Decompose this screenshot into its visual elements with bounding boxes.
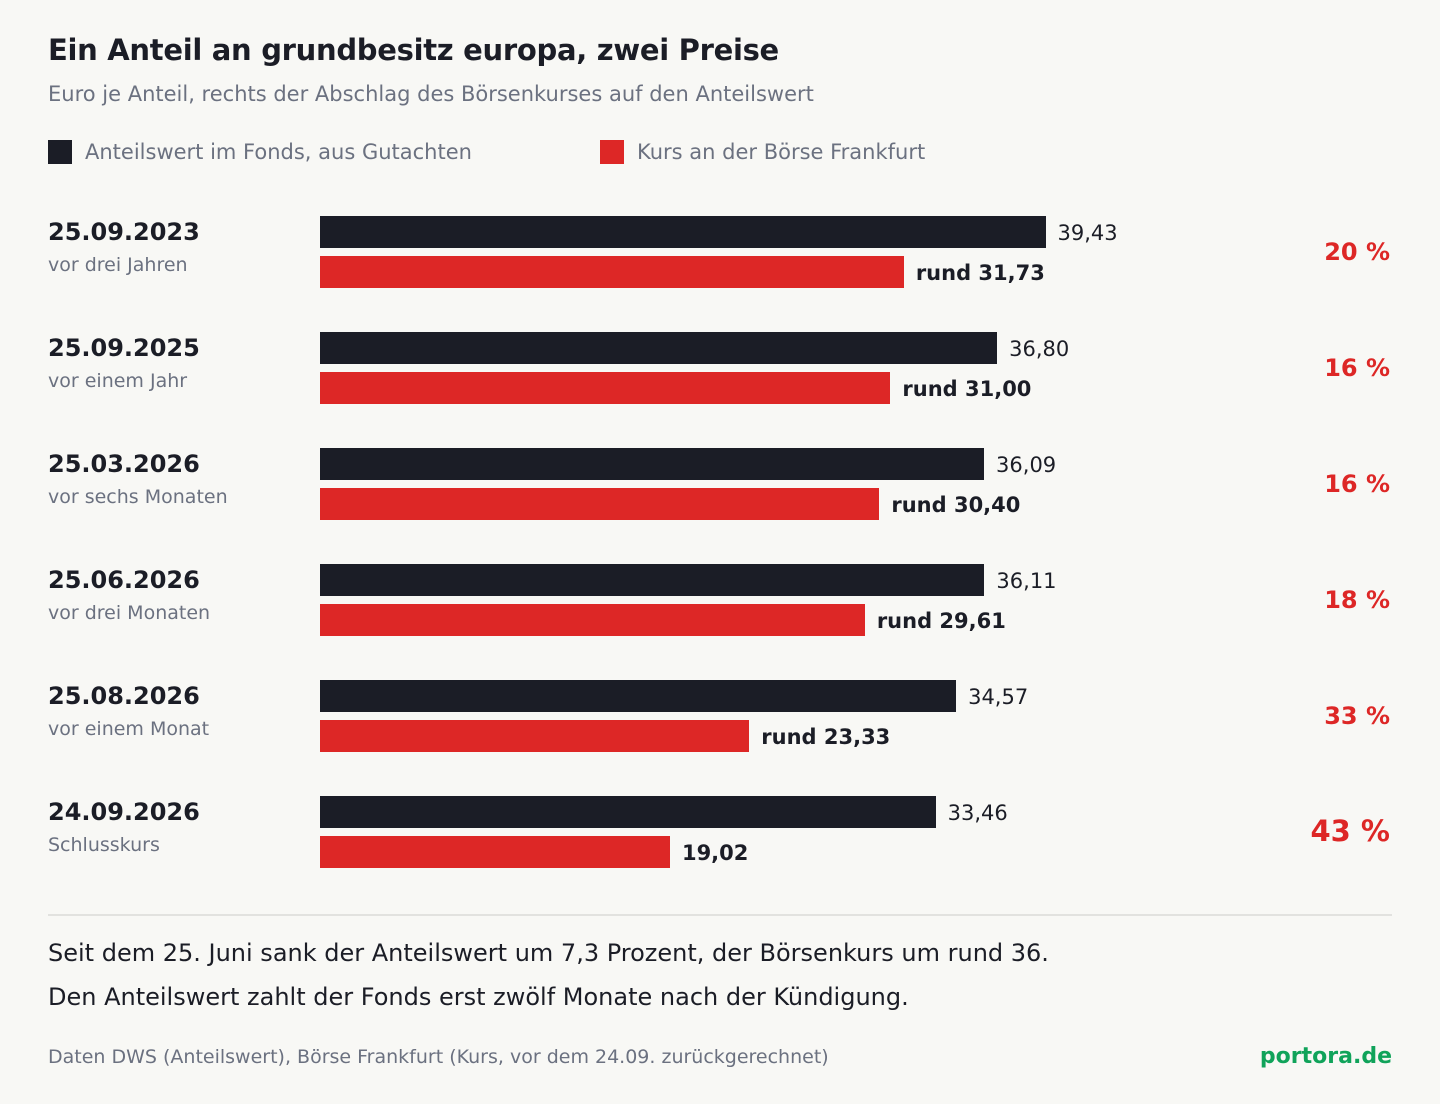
legend-label-kurs: Kurs an der Börse Frankfurt — [637, 140, 926, 164]
category-date-label: 24.09.2026 — [48, 798, 200, 826]
bar-anteilswert — [320, 680, 957, 712]
category-date-label: 25.06.2026 — [48, 566, 200, 594]
bar-kurs — [320, 720, 750, 752]
note-line-1: Seit dem 25. Juni sank der Anteilswert u… — [48, 939, 1049, 967]
bar-group: 25.03.2026 vor sechs Monaten 36,09 rund 30,… — [0, 448, 1440, 524]
note-line-2: Den Anteilswert zahlt der Fonds erst zwö… — [48, 983, 909, 1011]
data-label-anteilswert: 34,57 — [968, 685, 1029, 709]
category-date-label: 25.09.2023 — [48, 218, 200, 246]
data-label-kurs: rund 30,40 — [891, 493, 1021, 517]
bar-anteilswert — [320, 216, 1046, 248]
bar-anteilswert — [320, 448, 985, 480]
category-date-label: 25.08.2026 — [48, 682, 200, 710]
bar-anteilswert — [320, 564, 985, 596]
chart-title: Ein Anteil an grundbesitz europa, zwei P… — [48, 33, 779, 67]
bar-anteilswert — [320, 332, 998, 364]
legend-label-anteilswert: Anteilswert im Fonds, aus Gutachten — [85, 140, 472, 164]
data-label-kurs: rund 31,73 — [915, 261, 1045, 285]
legend-swatch-kurs — [600, 140, 624, 164]
divider — [48, 914, 1392, 916]
bar-kurs — [320, 836, 670, 868]
bar-kurs — [320, 372, 891, 404]
data-label-anteilswert: 39,43 — [1057, 221, 1118, 245]
bar-group: 25.08.2026 vor einem Monat 34,57 rund 23,33… — [0, 680, 1440, 756]
bar-kurs — [320, 604, 865, 636]
category-period-label: vor drei Jahren — [48, 254, 188, 276]
bar-group: 24.09.2026 Schlusskurs 33,46 19,02 43 % — [0, 796, 1440, 872]
legend-item-anteilswert: Anteilswert im Fonds, aus Gutachten — [48, 138, 472, 166]
legend-item-kurs: Kurs an der Börse Frankfurt — [600, 138, 925, 166]
data-label-anteilswert: 36,80 — [1009, 337, 1070, 361]
data-label-kurs: rund 23,33 — [761, 725, 891, 749]
discount-label: 43 % — [1310, 814, 1390, 848]
bar-group: 25.09.2023 vor drei Jahren 39,43 rund 31,73… — [0, 216, 1440, 292]
category-period-label: Schlusskurs — [48, 834, 160, 856]
brand-logo: portora.de — [1259, 1044, 1392, 1069]
bar-kurs — [320, 488, 880, 520]
category-date-label: 25.09.2025 — [48, 334, 200, 362]
bar-kurs — [320, 256, 904, 288]
discount-label: 18 % — [1324, 586, 1390, 614]
data-label-anteilswert: 36,11 — [996, 569, 1057, 593]
discount-label: 16 % — [1324, 354, 1390, 382]
data-label-kurs: rund 31,00 — [902, 377, 1032, 401]
discount-label: 20 % — [1324, 238, 1390, 266]
bar-group: 25.06.2026 vor drei Monaten 36,11 rund 29,6… — [0, 564, 1440, 640]
data-label-kurs: 19,02 — [681, 841, 749, 865]
chart-subtitle: Euro je Anteil, rechts der Abschlag des … — [48, 82, 814, 106]
bar-anteilswert — [320, 796, 936, 828]
discount-label: 16 % — [1324, 470, 1390, 498]
data-label-anteilswert: 36,09 — [996, 453, 1057, 477]
discount-label: 33 % — [1324, 702, 1390, 730]
data-label-anteilswert: 33,46 — [947, 801, 1008, 825]
category-period-label: vor einem Monat — [48, 718, 210, 740]
category-period-label: vor sechs Monaten — [48, 486, 228, 508]
category-period-label: vor drei Monaten — [48, 602, 211, 624]
category-period-label: vor einem Jahr — [48, 370, 188, 392]
data-label-kurs: rund 29,61 — [876, 609, 1006, 633]
source-note: Daten DWS (Anteilswert), Börse Frankfurt… — [48, 1046, 829, 1068]
bar-group: 25.09.2025 vor einem Jahr 36,80 rund 31,00 1… — [0, 332, 1440, 408]
category-date-label: 25.03.2026 — [48, 450, 200, 478]
legend-swatch-anteilswert — [48, 140, 72, 164]
